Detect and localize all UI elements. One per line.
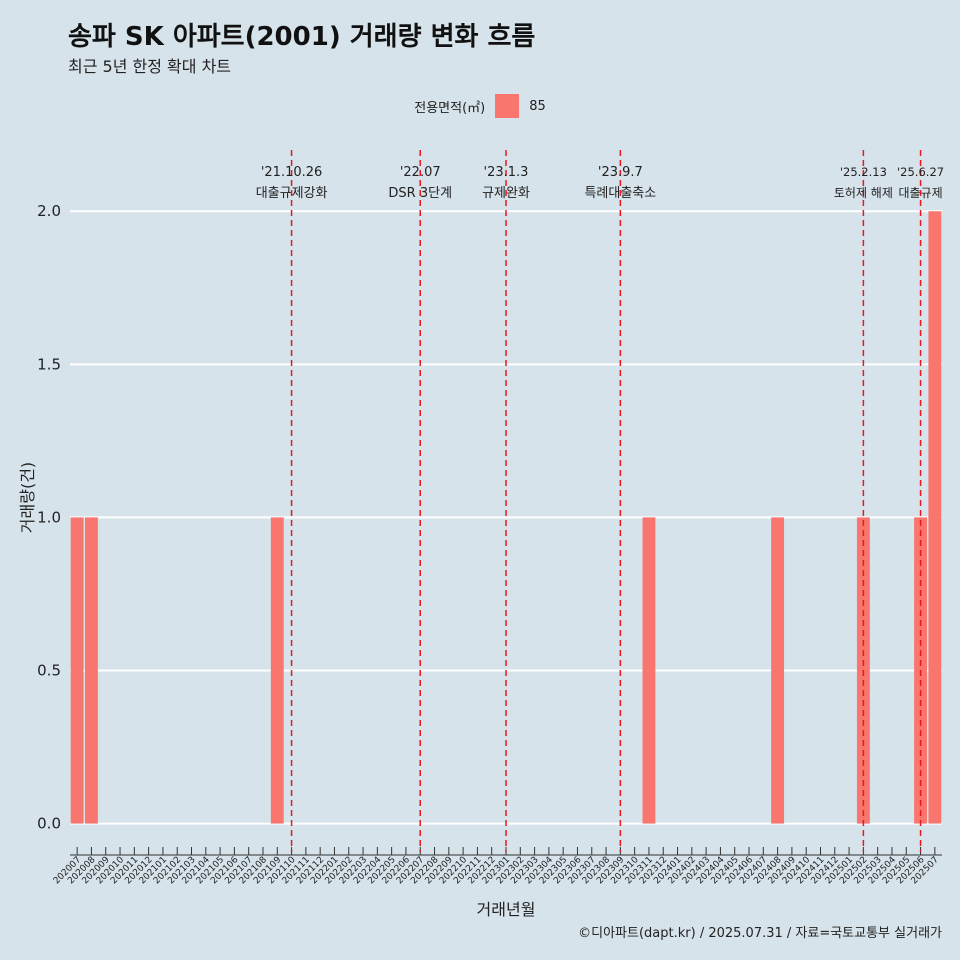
bar [85, 517, 98, 824]
annotation-date: '21.10.26 [261, 165, 322, 180]
bar [270, 517, 284, 824]
annotation-date: '22.07 [400, 165, 441, 180]
y-tick-label: 1.0 [37, 508, 61, 526]
chart-subtitle: 최근 5년 한정 확대 차트 [68, 57, 232, 76]
annotation-label: 규제완화 [482, 186, 530, 201]
legend-title: 전용면적(㎡) [414, 100, 486, 116]
y-tick-label: 0.5 [37, 661, 61, 679]
annotation-label: 특례대출축소 [584, 186, 656, 201]
annotation-date: '25.2.13 [840, 165, 887, 179]
annotation-date: '25.6.27 [897, 165, 944, 179]
y-tick-label: 2.0 [37, 202, 61, 220]
y-tick-label: 1.5 [37, 355, 61, 373]
source-caption: ©디아파트(dapt.kr) / 2025.07.31 / 자료=국토교통부 실… [578, 926, 942, 941]
annotation-date: '23.9.7 [598, 165, 643, 180]
annotation-label: 대출규제 [898, 186, 942, 200]
annotation-label: DSR 3단계 [388, 186, 452, 201]
bar [642, 517, 656, 824]
legend-label-85: 85 [529, 98, 546, 114]
bar [70, 517, 84, 824]
annotation-date: '23.1.3 [484, 165, 529, 180]
legend: 전용면적(㎡) 85 [0, 94, 960, 118]
y-axis-title: 거래량(건) [18, 462, 37, 533]
chart-title: 송파 SK 아파트(2001) 거래량 변화 흐름 [68, 22, 536, 52]
annotation-label: 대출규제강화 [256, 186, 328, 201]
bar [771, 517, 785, 824]
legend-key-85 [495, 94, 520, 118]
annotation-label: 토허제 해제 [834, 186, 893, 200]
bar [928, 211, 942, 824]
y-tick-label: 0.0 [37, 815, 61, 833]
x-axis-title: 거래년월 [477, 900, 536, 919]
